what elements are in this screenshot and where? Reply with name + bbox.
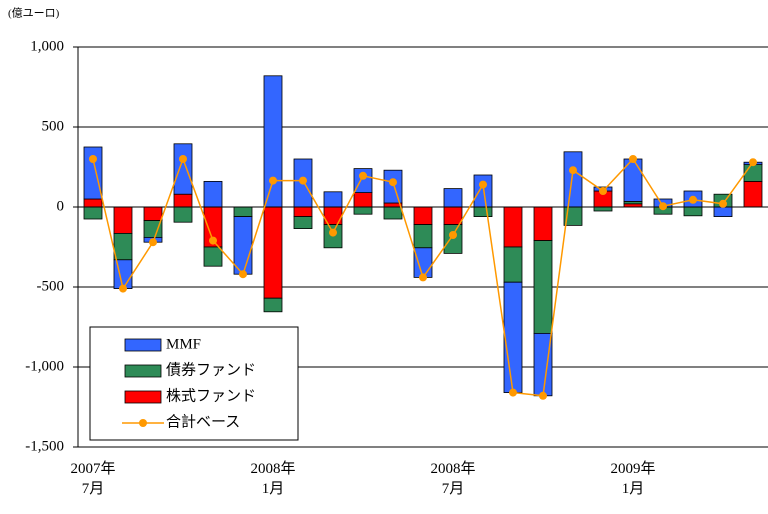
bar xyxy=(533,206,553,241)
bar xyxy=(413,247,433,278)
bar xyxy=(413,206,433,226)
legend-box xyxy=(89,326,299,441)
x-tick-line: 1月 xyxy=(622,481,645,497)
y-tick-label: 500 xyxy=(42,118,65,134)
total-marker xyxy=(569,166,577,175)
x-tick-label: 2008年 1月 xyxy=(250,460,295,497)
total-marker xyxy=(539,391,547,400)
total-marker xyxy=(599,187,607,195)
bar xyxy=(233,206,253,218)
bar xyxy=(173,206,193,223)
bar xyxy=(173,143,193,195)
x-tick-line: 7月 xyxy=(82,481,105,497)
bar xyxy=(443,188,463,208)
legend-label: 合計ベース xyxy=(166,413,240,430)
x-tick-label: 2009年 1月 xyxy=(610,460,655,497)
total-marker xyxy=(659,202,667,211)
y-tick-label: -1,500 xyxy=(25,438,64,454)
total-marker xyxy=(719,199,727,208)
x-tick-line: 1月 xyxy=(262,481,285,497)
legend-label: 債券ファンド xyxy=(166,361,256,378)
legend-swatch xyxy=(124,390,162,404)
total-marker xyxy=(629,155,637,163)
bar xyxy=(503,246,523,283)
x-tick-label: 2007年 7月 xyxy=(70,460,115,497)
y-tick-label: -1,000 xyxy=(25,358,64,374)
total-marker xyxy=(329,228,337,237)
bar xyxy=(83,206,103,220)
bar xyxy=(503,206,523,248)
bar xyxy=(293,216,313,230)
bar xyxy=(113,206,133,234)
legend-label: MMF xyxy=(166,336,201,352)
total-marker xyxy=(119,284,127,293)
bar xyxy=(683,206,703,217)
bar xyxy=(413,224,433,249)
bar xyxy=(113,232,133,261)
unit-label: (億ユーロ) xyxy=(8,7,60,20)
x-tick-line: 2007年 xyxy=(70,460,115,477)
bar xyxy=(353,192,373,208)
x-tick-line: 2008年 xyxy=(430,460,475,477)
total-marker xyxy=(359,171,367,180)
bar xyxy=(533,240,553,334)
y-tick-label: -500 xyxy=(37,278,65,294)
legend-marker xyxy=(139,419,147,427)
bar xyxy=(353,206,373,215)
total-marker xyxy=(269,176,277,185)
bar xyxy=(173,193,193,208)
bar xyxy=(353,168,373,194)
bar xyxy=(323,191,343,208)
bar xyxy=(383,206,403,220)
bar xyxy=(263,75,283,208)
legend-swatch xyxy=(124,338,162,352)
x-tick-label: 2008年 7月 xyxy=(430,460,475,497)
y-tick-label: 0 xyxy=(57,198,65,214)
bar xyxy=(743,164,763,182)
legend-swatch xyxy=(124,364,162,378)
bar xyxy=(143,206,163,222)
bar xyxy=(83,146,103,200)
bar xyxy=(593,206,613,212)
total-marker xyxy=(389,178,397,187)
total-marker xyxy=(479,180,487,189)
y-tick-label: 1,000 xyxy=(30,38,64,54)
bar xyxy=(203,180,223,208)
x-tick-line: 7月 xyxy=(442,481,465,497)
bar xyxy=(293,206,313,218)
bar xyxy=(203,246,223,267)
bar xyxy=(563,151,583,208)
bar xyxy=(233,216,253,275)
total-marker xyxy=(509,388,517,397)
total-marker xyxy=(449,231,457,239)
total-marker xyxy=(209,236,217,245)
total-marker xyxy=(419,273,427,282)
total-marker xyxy=(179,155,187,163)
total-marker xyxy=(149,238,157,247)
total-marker xyxy=(749,158,757,167)
bar xyxy=(743,180,763,208)
total-marker xyxy=(299,176,307,185)
x-tick-line: 2009年 xyxy=(610,460,655,477)
x-tick-line: 2008年 xyxy=(250,460,295,477)
bar xyxy=(503,281,523,394)
legend-label: 株式ファンド xyxy=(166,387,256,404)
total-marker xyxy=(239,270,247,279)
total-marker xyxy=(89,155,97,163)
total-marker xyxy=(689,195,697,204)
bar xyxy=(383,169,403,204)
bar xyxy=(473,206,493,218)
bar xyxy=(83,198,103,208)
bar xyxy=(263,206,283,299)
bar xyxy=(443,206,463,226)
bar xyxy=(473,174,493,208)
bar xyxy=(713,206,733,218)
bar xyxy=(263,297,283,313)
